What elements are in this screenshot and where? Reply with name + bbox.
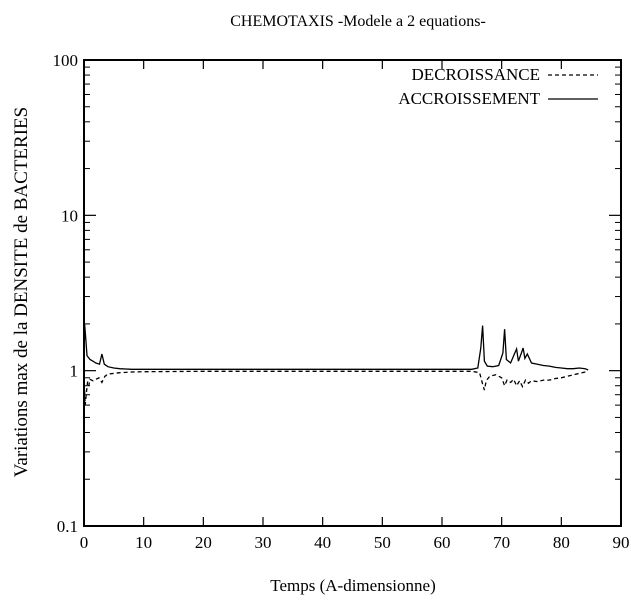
series-line-decroissance: [83, 370, 589, 406]
y-tick-label: 0.1: [57, 517, 78, 536]
x-tick-label: 10: [135, 533, 152, 552]
series-line-accroissement: [83, 323, 589, 371]
x-tick-label: 50: [374, 533, 391, 552]
series-layer: [83, 323, 589, 406]
x-tick-label: 60: [434, 533, 451, 552]
y-tick-label: 1: [70, 362, 79, 381]
legend-label-accroissement: ACCROISSEMENT: [398, 89, 540, 108]
x-tick-label: 30: [255, 533, 272, 552]
chart-title: CHEMOTAXIS -Modele a 2 equations-: [230, 13, 486, 30]
axis-ticks: 0 10 20 30 40 50 60 70 80 90 0.1 1 10 100: [53, 51, 630, 552]
legend: DECROISSANCE ACCROISSEMENT: [398, 65, 598, 108]
y-tick-label: 10: [61, 206, 78, 225]
plot-frame: [83, 59, 622, 527]
x-tick-label: 70: [493, 533, 510, 552]
y-axis-label: Variations max de la DENSITE de BACTERIE…: [11, 107, 32, 477]
x-axis-label: Temps (A-dimensionne): [270, 576, 435, 595]
x-tick-label: 90: [613, 533, 630, 552]
x-tick-label: 0: [80, 533, 89, 552]
y-tick-label: 100: [53, 51, 79, 70]
x-tick-label: 20: [195, 533, 212, 552]
legend-label-decroissance: DECROISSANCE: [412, 65, 540, 84]
x-tick-label: 40: [314, 533, 331, 552]
x-tick-label: 80: [553, 533, 570, 552]
